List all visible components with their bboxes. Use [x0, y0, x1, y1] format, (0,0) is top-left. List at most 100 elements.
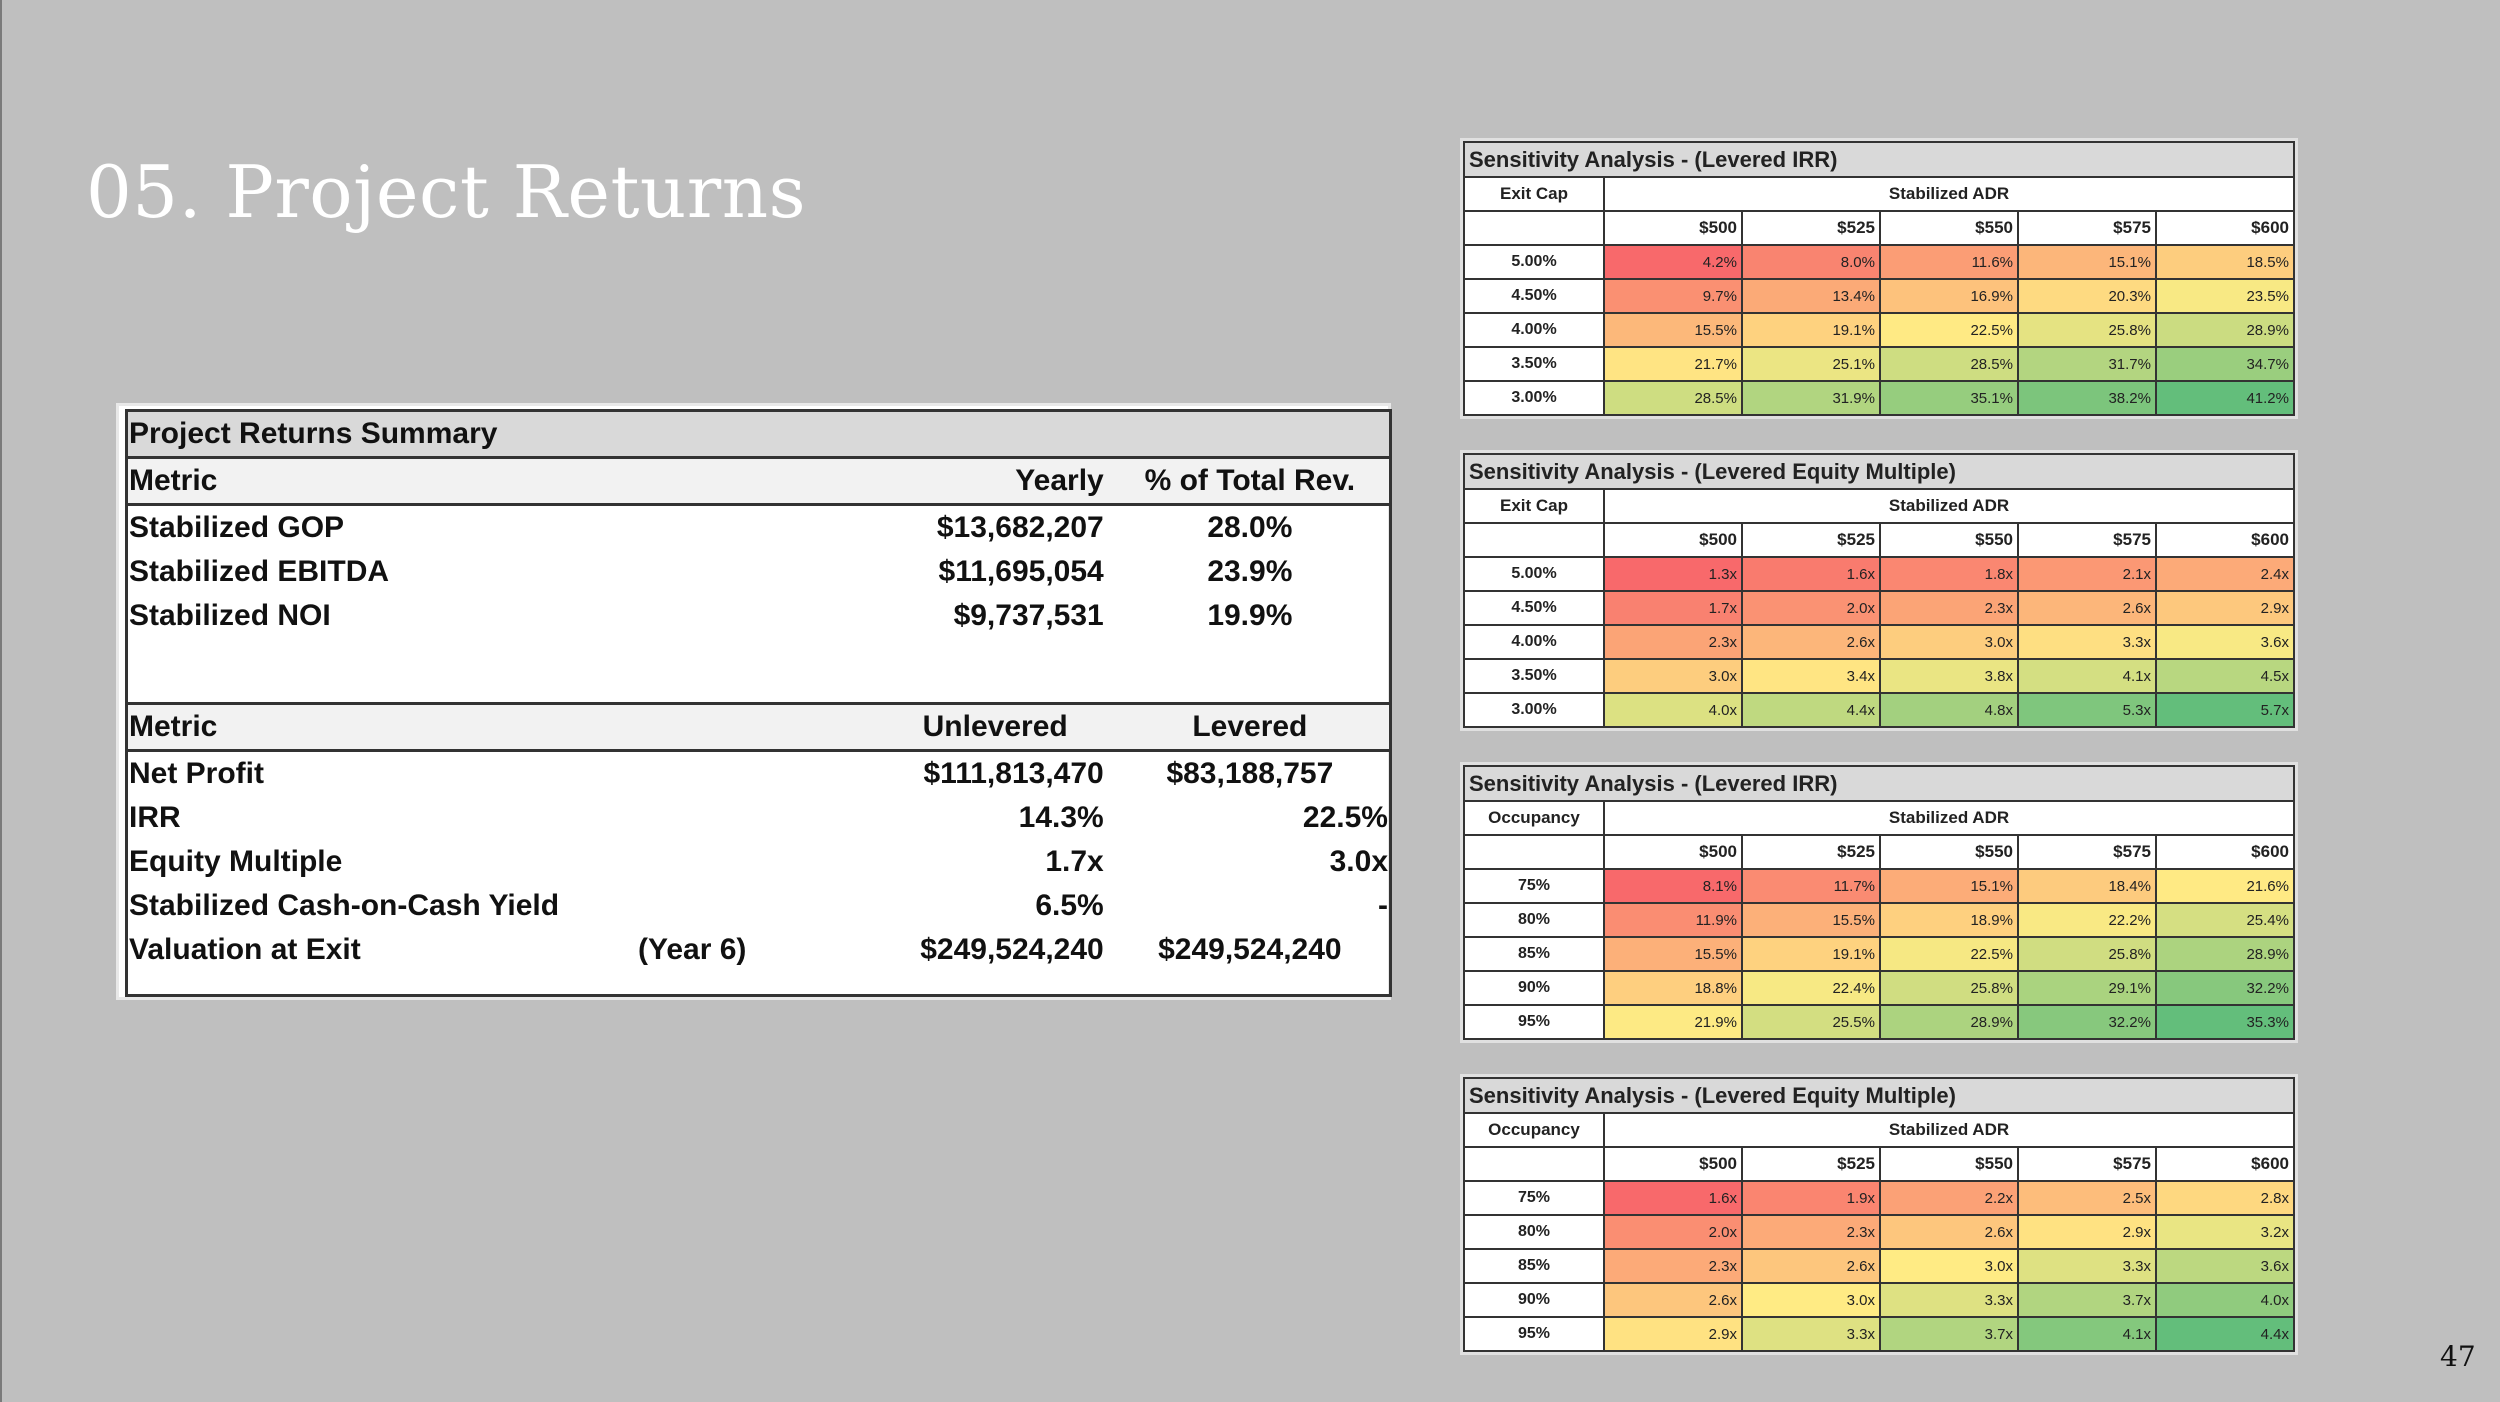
table-row: 80% 2.0x 2.3x 2.6x 2.9x 3.2x: [1463, 1214, 2295, 1250]
heatmap-cell: 2.3x: [1603, 1248, 1743, 1284]
heatmap-cell: 3.0x: [1741, 1282, 1881, 1318]
sensitivity-title: Sensitivity Analysis - (Levered IRR): [1463, 141, 2295, 178]
row-label: Stabilized EBITDA: [129, 555, 390, 588]
page-title: 05. Project Returns: [86, 150, 807, 234]
table-row: 75% 1.6x 1.9x 2.2x 2.5x 2.8x: [1463, 1180, 2295, 1216]
row-label: 4.00%: [1463, 624, 1605, 660]
adr-col-header: $550: [1879, 1146, 2019, 1182]
adr-col-header: $600: [2155, 210, 2295, 246]
row-value: $249,524,240: [1158, 933, 1342, 966]
row-label: 3.50%: [1463, 346, 1605, 382]
heatmap-cell: 2.3x: [1879, 590, 2019, 626]
page-number: 47: [2440, 1340, 2476, 1373]
heatmap-cell: 2.6x: [1741, 624, 1881, 660]
heatmap-cell: 8.0%: [1741, 244, 1881, 280]
heatmap-cell: 18.5%: [2155, 244, 2295, 280]
heatmap-cell: 3.0x: [1879, 624, 2019, 660]
sensitivity-title-row: Sensitivity Analysis - (Levered Equity M…: [1463, 453, 2295, 490]
heatmap-cell: 2.5x: [2017, 1180, 2157, 1216]
heatmap-cell: 32.2%: [2155, 970, 2295, 1006]
row-value: $9,737,531: [953, 599, 1104, 632]
row-label: 4.00%: [1463, 312, 1605, 348]
row-label: 90%: [1463, 1282, 1605, 1318]
table-row: Stabilized EBITDA $11,695,054 23.9%: [125, 550, 1392, 594]
heatmap-cell: 18.4%: [2017, 868, 2157, 904]
heatmap-cell: 2.6x: [1603, 1282, 1743, 1318]
row-label: IRR: [129, 801, 181, 834]
heatmap-cell: 3.3x: [2017, 624, 2157, 660]
heatmap-cell: 2.0x: [1741, 590, 1881, 626]
heatmap-cell: 2.8x: [2155, 1180, 2295, 1216]
row-axis-label: Exit Cap: [1463, 176, 1605, 212]
adr-col-header: $550: [1879, 834, 2019, 870]
heatmap-cell: 28.9%: [2155, 312, 2295, 348]
adr-col-header: $500: [1603, 834, 1743, 870]
adr-col-header: $575: [2017, 834, 2157, 870]
adr-col-header: $525: [1741, 834, 1881, 870]
heatmap-cell: 5.3x: [2017, 692, 2157, 728]
table-row: 85% 15.5% 19.1% 22.5% 25.8% 28.9%: [1463, 936, 2295, 972]
heatmap-cell: 25.5%: [1741, 1004, 1881, 1040]
heatmap-cell: 21.6%: [2155, 868, 2295, 904]
heatmap-cell: 22.5%: [1879, 312, 2019, 348]
adr-col-header: $550: [1879, 210, 2019, 246]
table-row: Stabilized Cash-on-Cash Yield 6.5% -: [125, 884, 1392, 928]
heatmap-cell: 4.4x: [2155, 1316, 2295, 1352]
heatmap-cell: 18.9%: [1879, 902, 2019, 938]
heatmap-cell: 15.1%: [2017, 244, 2157, 280]
heatmap-cell: 29.1%: [2017, 970, 2157, 1006]
sensitivity-title: Sensitivity Analysis - (Levered IRR): [1463, 765, 2295, 802]
heatmap-cell: 1.8x: [1879, 556, 2019, 592]
heatmap-cell: 28.9%: [2155, 936, 2295, 972]
summary-header-row-2: Metric Unlevered Levered: [125, 702, 1392, 752]
heatmap-cell: 22.4%: [1741, 970, 1881, 1006]
heatmap-cell: 32.2%: [2017, 1004, 2157, 1040]
table-row: 4.00% 2.3x 2.6x 3.0x 3.3x 3.6x: [1463, 624, 2295, 660]
adr-col-header: $600: [2155, 1146, 2295, 1182]
row-label: 4.50%: [1463, 278, 1605, 314]
heatmap-cell: 1.7x: [1603, 590, 1743, 626]
heatmap-cell: 19.1%: [1741, 312, 1881, 348]
heatmap-cell: 2.6x: [1741, 1248, 1881, 1284]
table-row: Equity Multiple 1.7x 3.0x: [125, 840, 1392, 884]
row-axis-label: Occupancy: [1463, 800, 1605, 836]
row-value: 14.3%: [1018, 801, 1104, 834]
summary-header-row-1: Metric Yearly % of Total Rev.: [125, 456, 1392, 506]
heatmap-cell: 1.6x: [1741, 556, 1881, 592]
adr-header-row: $500 $525 $550 $575 $600: [1463, 210, 2295, 246]
table-row: Stabilized NOI $9,737,531 19.9%: [125, 594, 1392, 638]
heatmap-cell: 22.2%: [2017, 902, 2157, 938]
row-label: 90%: [1463, 970, 1605, 1006]
adr-col-header: $550: [1879, 522, 2019, 558]
heatmap-cell: 4.5x: [2155, 658, 2295, 694]
row-label: 80%: [1463, 1214, 1605, 1250]
sensitivity-title-row: Sensitivity Analysis - (Levered IRR): [1463, 765, 2295, 802]
adr-col-header: $575: [2017, 210, 2157, 246]
heatmap-cell: 1.9x: [1741, 1180, 1881, 1216]
row-value: 28.0%: [1207, 511, 1293, 544]
heatmap-cell: 22.5%: [1879, 936, 2019, 972]
summary-title: Project Returns Summary: [125, 409, 1392, 458]
heatmap-cell: 2.1x: [2017, 556, 2157, 592]
row-note: [634, 751, 836, 797]
table-row: 4.00% 15.5% 19.1% 22.5% 25.8% 28.9%: [1463, 312, 2295, 348]
heatmap-cell: 4.0x: [1603, 692, 1743, 728]
heatmap-cell: 21.7%: [1603, 346, 1743, 382]
heatmap-cell: 20.3%: [2017, 278, 2157, 314]
adr-col-header: $525: [1741, 210, 1881, 246]
col-axis-label: Stabilized ADR: [1603, 488, 2295, 524]
heatmap-cell: 5.7x: [2155, 692, 2295, 728]
header-levered: Levered: [1107, 702, 1392, 752]
row-label: Stabilized GOP: [129, 511, 345, 544]
adr-header-row: $500 $525 $550 $575 $600: [1463, 1146, 2295, 1182]
row-label: 95%: [1463, 1316, 1605, 1352]
adr-col-header: $500: [1603, 522, 1743, 558]
heatmap-cell: 25.8%: [2017, 936, 2157, 972]
row-note: [634, 796, 836, 840]
heatmap-cell: 11.6%: [1879, 244, 2019, 280]
heatmap-cell: 16.9%: [1879, 278, 2019, 314]
table-row: 90% 18.8% 22.4% 25.8% 29.1% 32.2%: [1463, 970, 2295, 1006]
heatmap-cell: 4.8x: [1879, 692, 2019, 728]
heatmap-cell: 15.5%: [1741, 902, 1881, 938]
row-label: 85%: [1463, 936, 1605, 972]
